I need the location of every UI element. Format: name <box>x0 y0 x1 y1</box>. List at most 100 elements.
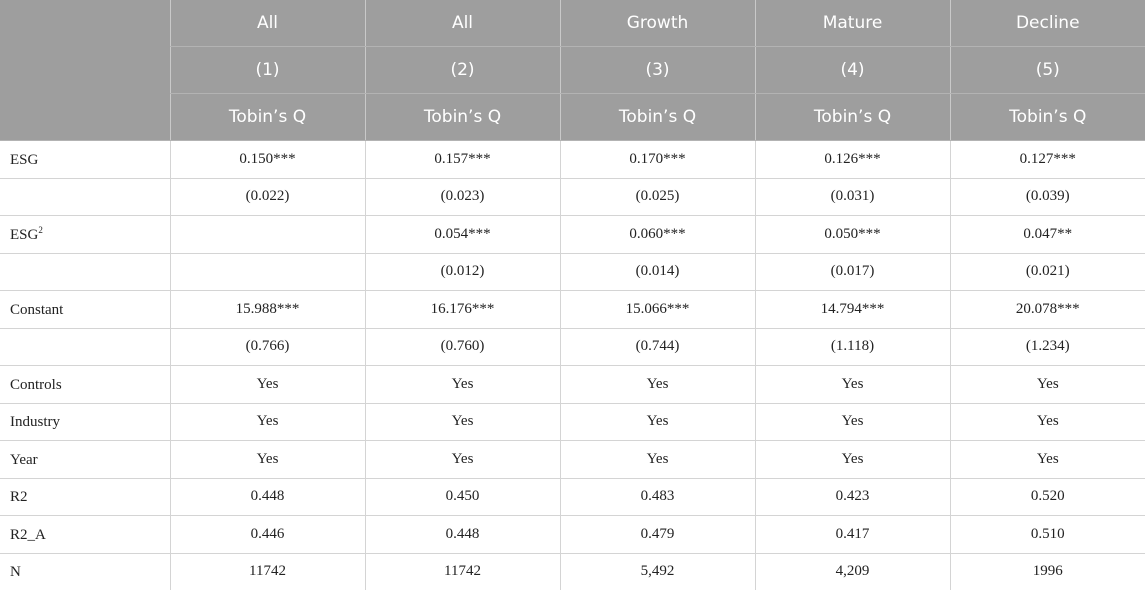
row-label: R2 <box>0 478 170 516</box>
table-cell: 0.170*** <box>560 141 755 179</box>
header-dependent: Tobin’s Q <box>170 94 365 141</box>
header-number: (2) <box>365 47 560 94</box>
table-cell: (0.022) <box>170 178 365 216</box>
table-cell: 20.078*** <box>950 291 1145 329</box>
table-cell: 0.127*** <box>950 141 1145 179</box>
table-cell <box>170 253 365 291</box>
header-dependent: Tobin’s Q <box>950 94 1145 141</box>
table-cell: 0.520 <box>950 478 1145 516</box>
row-label-text: R2 <box>10 489 28 505</box>
header-number: (4) <box>755 47 950 94</box>
table-cell: 0.450 <box>365 478 560 516</box>
row-label-text: ESG <box>10 227 38 243</box>
table-cell: Yes <box>365 366 560 404</box>
table-cell: 5,492 <box>560 553 755 590</box>
table-cell: Yes <box>560 366 755 404</box>
table-cell: (1.118) <box>755 328 950 366</box>
table-cell: (0.760) <box>365 328 560 366</box>
table-cell: 0.479 <box>560 516 755 554</box>
row-label <box>0 328 170 366</box>
table-cell: 16.176*** <box>365 291 560 329</box>
row-label: Controls <box>0 366 170 404</box>
table-cell: Yes <box>755 441 950 479</box>
table-header: All All Growth Mature Decline (1) (2) (3… <box>0 0 1145 141</box>
table-cell: Yes <box>365 403 560 441</box>
header-dependent: Tobin’s Q <box>755 94 950 141</box>
header-row-groups: All All Growth Mature Decline <box>0 0 1145 47</box>
table-cell: Yes <box>950 366 1145 404</box>
row-label-text: R2_A <box>10 527 46 543</box>
row-label: Constant <box>0 291 170 329</box>
row-label: Year <box>0 441 170 479</box>
row-label-text: Industry <box>10 414 60 430</box>
table-cell: Yes <box>170 366 365 404</box>
table-cell: 0.054*** <box>365 216 560 254</box>
table-cell: Yes <box>170 403 365 441</box>
header-group: All <box>170 0 365 47</box>
row-label-text: ESG <box>10 152 38 168</box>
table-cell: Yes <box>560 441 755 479</box>
table-cell: (0.014) <box>560 253 755 291</box>
header-corner <box>0 0 170 141</box>
table-cell: 15.988*** <box>170 291 365 329</box>
table-cell: (0.017) <box>755 253 950 291</box>
table-cell: (0.012) <box>365 253 560 291</box>
row-label: R2_A <box>0 516 170 554</box>
table-cell: 4,209 <box>755 553 950 590</box>
row-label: ESG <box>0 141 170 179</box>
table-cell: 0.446 <box>170 516 365 554</box>
table-cell: (0.021) <box>950 253 1145 291</box>
table-row: Constant 15.988***16.176***15.066***14.79… <box>0 291 1145 329</box>
table-cell: 0.423 <box>755 478 950 516</box>
table-cell: (0.031) <box>755 178 950 216</box>
table-cell: 14.794*** <box>755 291 950 329</box>
row-label-text: Year <box>10 452 38 468</box>
row-label: Industry <box>0 403 170 441</box>
table-cell: Yes <box>950 403 1145 441</box>
table-cell: (1.234) <box>950 328 1145 366</box>
table-cell: 0.510 <box>950 516 1145 554</box>
table-cell: 0.050*** <box>755 216 950 254</box>
row-label <box>0 253 170 291</box>
table-cell: (0.039) <box>950 178 1145 216</box>
table-row: (0.022)(0.023)(0.025)(0.031)(0.039) <box>0 178 1145 216</box>
row-label-superscript: 2 <box>38 225 43 235</box>
table-cell: 15.066*** <box>560 291 755 329</box>
table-row: (0.766)(0.760)(0.744)(1.118)(1.234) <box>0 328 1145 366</box>
row-label <box>0 178 170 216</box>
header-number: (5) <box>950 47 1145 94</box>
table-cell: 0.126*** <box>755 141 950 179</box>
table-cell <box>170 216 365 254</box>
table-cell: 0.157*** <box>365 141 560 179</box>
table-cell: (0.766) <box>170 328 365 366</box>
table-cell: 11742 <box>365 553 560 590</box>
table-cell: 0.448 <box>365 516 560 554</box>
header-dependent: Tobin’s Q <box>365 94 560 141</box>
header-row-numbers: (1) (2) (3) (4) (5) <box>0 47 1145 94</box>
row-label: N <box>0 553 170 590</box>
header-number: (1) <box>170 47 365 94</box>
header-dependent: Tobin’s Q <box>560 94 755 141</box>
table-cell: Yes <box>560 403 755 441</box>
row-label-text: Constant <box>10 302 63 318</box>
header-group: Mature <box>755 0 950 47</box>
table-cell: 0.417 <box>755 516 950 554</box>
header-group: Growth <box>560 0 755 47</box>
table-row: (0.012)(0.014)(0.017)(0.021) <box>0 253 1145 291</box>
table-cell: (0.025) <box>560 178 755 216</box>
table-cell: (0.023) <box>365 178 560 216</box>
row-label: ESG2 <box>0 216 170 254</box>
table-cell: 0.448 <box>170 478 365 516</box>
table-cell: 0.483 <box>560 478 755 516</box>
table-cell: Yes <box>170 441 365 479</box>
table-cell: 0.060*** <box>560 216 755 254</box>
